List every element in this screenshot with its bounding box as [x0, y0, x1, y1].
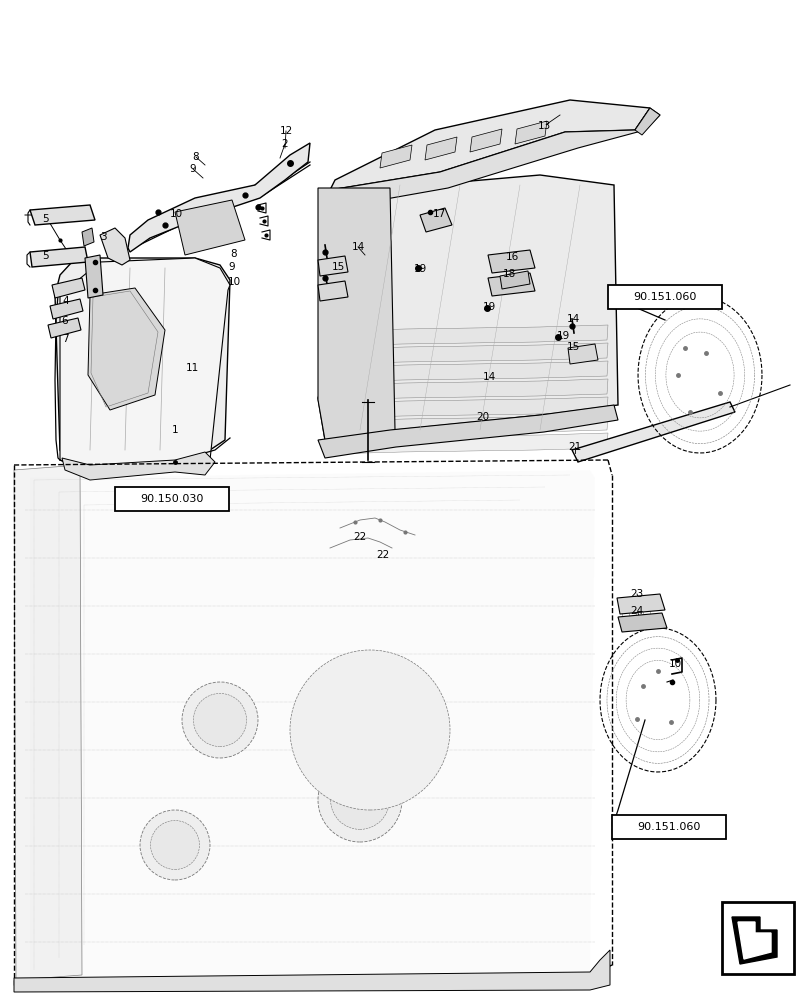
Text: 23: 23	[629, 589, 643, 599]
Bar	[721, 902, 793, 974]
Polygon shape	[128, 143, 310, 252]
Circle shape	[150, 820, 200, 869]
Polygon shape	[737, 922, 770, 959]
Polygon shape	[60, 258, 230, 468]
Text: 90.151.060: 90.151.060	[633, 292, 696, 302]
FancyBboxPatch shape	[611, 815, 725, 839]
Polygon shape	[329, 415, 607, 436]
Text: 22: 22	[376, 550, 389, 560]
Circle shape	[193, 693, 247, 747]
Text: 9: 9	[190, 164, 196, 174]
Polygon shape	[14, 465, 82, 980]
Text: 14: 14	[351, 242, 364, 252]
Text: 20: 20	[476, 412, 489, 422]
Text: 18: 18	[502, 269, 515, 279]
Text: 90.151.060: 90.151.060	[637, 822, 700, 832]
Polygon shape	[329, 108, 659, 208]
Polygon shape	[62, 452, 215, 480]
Polygon shape	[318, 256, 348, 276]
Text: 14: 14	[566, 314, 579, 324]
FancyBboxPatch shape	[115, 487, 229, 511]
Text: 24: 24	[629, 606, 643, 616]
Text: 4: 4	[62, 296, 69, 306]
Text: 8: 8	[192, 152, 199, 162]
Text: 5: 5	[43, 214, 49, 224]
Text: 13: 13	[537, 121, 550, 131]
Polygon shape	[616, 594, 664, 614]
Text: 12: 12	[279, 126, 292, 136]
Circle shape	[318, 758, 401, 842]
Polygon shape	[55, 258, 230, 468]
Text: 22: 22	[353, 532, 367, 542]
Text: 10: 10	[667, 659, 680, 669]
Text: 6: 6	[62, 316, 68, 326]
Polygon shape	[318, 188, 394, 440]
Text: 14: 14	[482, 372, 495, 382]
Circle shape	[330, 771, 389, 829]
Polygon shape	[329, 397, 607, 418]
Polygon shape	[318, 175, 617, 440]
Polygon shape	[500, 271, 530, 289]
Polygon shape	[30, 247, 88, 267]
Polygon shape	[88, 288, 165, 410]
Polygon shape	[329, 343, 607, 364]
Text: 17: 17	[431, 209, 445, 219]
Text: 3: 3	[100, 232, 106, 242]
Polygon shape	[424, 137, 457, 160]
FancyBboxPatch shape	[607, 285, 721, 309]
Text: 19: 19	[413, 264, 426, 274]
Text: 15: 15	[566, 342, 579, 352]
Polygon shape	[82, 228, 94, 246]
Text: 19: 19	[556, 331, 569, 341]
Polygon shape	[14, 950, 609, 992]
Polygon shape	[318, 405, 617, 458]
Circle shape	[182, 682, 258, 758]
Text: 10: 10	[169, 209, 182, 219]
Polygon shape	[731, 917, 776, 964]
Text: 15: 15	[331, 262, 344, 272]
Polygon shape	[571, 402, 734, 462]
Text: 21: 21	[568, 442, 581, 452]
Text: 7: 7	[62, 334, 68, 344]
Polygon shape	[329, 379, 607, 400]
Circle shape	[290, 650, 449, 810]
Text: 2: 2	[281, 139, 288, 149]
Polygon shape	[329, 433, 607, 454]
Polygon shape	[30, 470, 594, 978]
Polygon shape	[487, 250, 534, 273]
Polygon shape	[100, 228, 130, 265]
Polygon shape	[30, 205, 95, 225]
Polygon shape	[48, 318, 81, 338]
Text: 11: 11	[185, 363, 199, 373]
Polygon shape	[514, 121, 547, 144]
Polygon shape	[318, 281, 348, 301]
Polygon shape	[175, 200, 245, 255]
Polygon shape	[634, 108, 659, 135]
Text: 90.150.030: 90.150.030	[140, 494, 204, 504]
Polygon shape	[85, 255, 103, 298]
Text: 16: 16	[504, 252, 518, 262]
Polygon shape	[329, 100, 649, 190]
Polygon shape	[329, 325, 607, 346]
Polygon shape	[487, 273, 534, 296]
Text: 19: 19	[482, 302, 495, 312]
Text: 5: 5	[43, 251, 49, 261]
Text: 10: 10	[227, 277, 240, 287]
Polygon shape	[50, 299, 83, 319]
Circle shape	[139, 810, 210, 880]
Text: 8: 8	[230, 249, 237, 259]
Text: 9: 9	[229, 262, 235, 272]
Text: 1: 1	[171, 425, 178, 435]
Polygon shape	[617, 613, 666, 632]
Polygon shape	[329, 361, 607, 382]
Polygon shape	[568, 344, 597, 364]
Polygon shape	[419, 208, 452, 232]
Polygon shape	[380, 145, 411, 168]
Polygon shape	[52, 278, 85, 298]
Polygon shape	[470, 129, 501, 152]
